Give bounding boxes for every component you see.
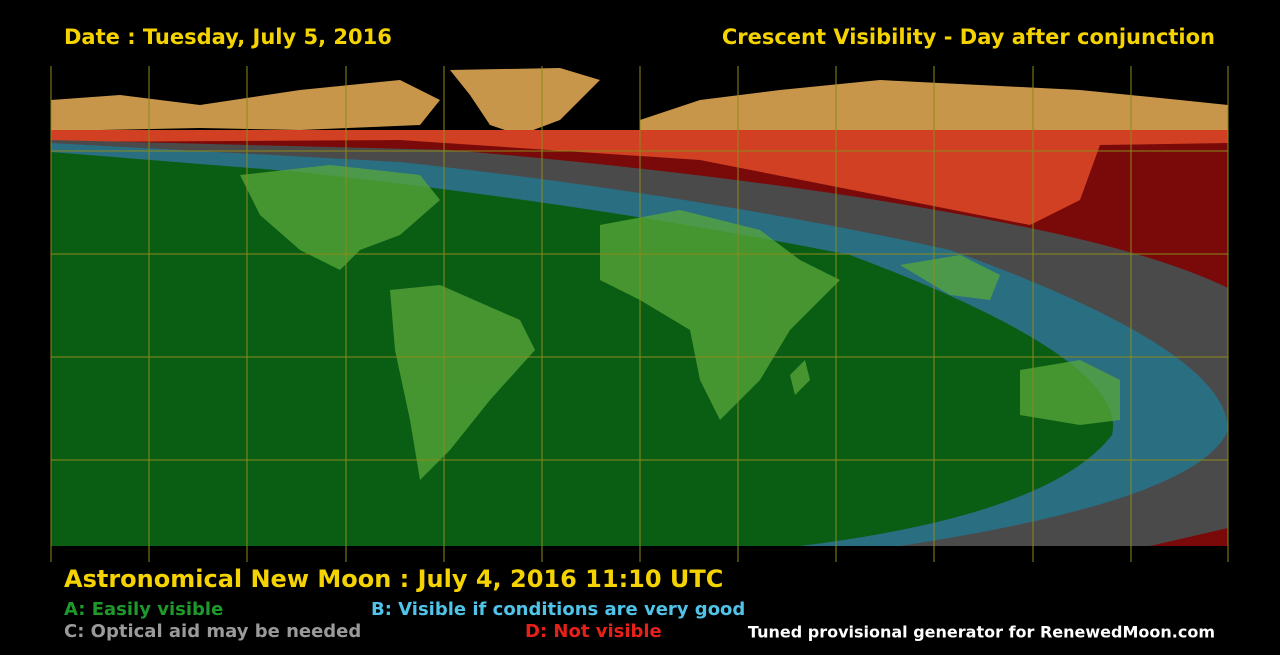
graticule [50,66,1229,562]
credit: Tuned provisional generator for RenewedM… [748,623,1215,642]
new-moon: Astronomical New Moon : July 4, 2016 11:… [64,565,723,593]
legend-c: C: Optical aid may be needed [64,621,361,642]
legend-d: D: Not visible [525,621,662,642]
legend-b: B: Visible if conditions are very good [371,599,745,620]
continents [240,165,1120,480]
date: Date : Tuesday, July 5, 2016 [64,25,392,49]
legend-a: A: Easily visible [64,599,223,620]
title: Crescent Visibility - Day after conjunct… [722,25,1215,49]
